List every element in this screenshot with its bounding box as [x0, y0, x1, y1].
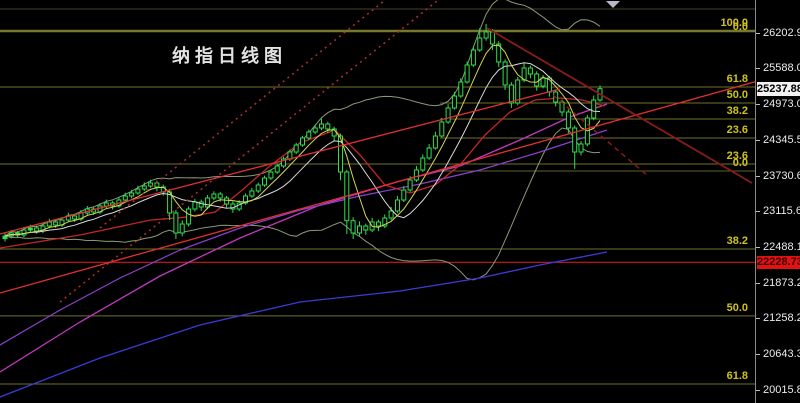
price-axis-label: 25588.00: [763, 62, 800, 74]
sma5-line: [4, 44, 601, 237]
falling-maroon-dashed-line: [552, 94, 649, 177]
candlestick-series: [2, 24, 603, 242]
upper-band-line: [4, 0, 601, 237]
axis-tick: [756, 104, 760, 105]
axis-tick: [756, 176, 760, 177]
axis-tick: [756, 283, 760, 284]
axis-tick: [756, 140, 760, 141]
price-axis-label: 21873.20: [763, 277, 800, 289]
price-axis-label: 21258.25: [763, 312, 800, 324]
price-axis-label: 26202.95: [763, 27, 800, 39]
sma10-line: [4, 62, 601, 237]
axis-tick: [756, 33, 760, 34]
fib-percentage-label: 0.0: [732, 157, 748, 170]
price-axis-label: 22488.15: [763, 241, 800, 253]
price-axis-label: 23730.60: [763, 170, 800, 182]
fib-percentage-label: 50.0: [726, 301, 748, 314]
fib-percentage-label: 38.2: [726, 105, 748, 118]
fib-percentage-label: 38.2: [726, 234, 748, 247]
fib-percentage-label: 23.6: [726, 150, 748, 163]
ma-violet-line: [0, 129, 608, 346]
falling-maroon-resistance-line: [486, 27, 753, 184]
scroll-position-marker-icon: [606, 1, 620, 8]
rising-dotted-channel-upper-line: [99, 0, 385, 229]
price-axis-label: 20643.30: [763, 348, 800, 360]
fib-percentage-label: 61.8: [726, 73, 748, 85]
rising-red-support-short-line: [0, 88, 561, 235]
alert-price-box: 22228.73: [757, 256, 800, 270]
lower-band-line: [4, 127, 601, 281]
axis-tick: [756, 68, 760, 69]
price-axis-label: 24345.55: [763, 134, 800, 146]
ma-blue-line: [0, 251, 608, 398]
price-axis-label: 24973.05: [763, 98, 800, 110]
axis-tick: [756, 211, 760, 212]
current-price-box: 25237.88: [757, 81, 800, 96]
axis-tick: [756, 318, 760, 319]
axis-tick: [756, 247, 760, 248]
fib-percentage-label: 50.0: [726, 88, 748, 101]
axis-tick: [756, 354, 760, 355]
ma-red-line: [0, 97, 606, 249]
rising-dotted-channel-lower-line: [59, 0, 438, 303]
fib-percentage-label: 100.0: [720, 16, 748, 29]
axis-tick: [756, 390, 760, 391]
rising-red-support-long-line: [0, 71, 791, 294]
price-axis-label: 23115.65: [763, 205, 800, 217]
price-axis[interactable]: 26202.95 25588.00 24973.05 24345.55 23730.60…: [755, 0, 800, 403]
fib-percentage-label: 61.8: [726, 370, 748, 382]
price-axis-label: 20015.80: [763, 384, 800, 396]
ma-magenta-line: [0, 103, 608, 373]
chart-title: 纳指日线图: [172, 46, 287, 67]
fib-percentage-label: 0.0: [732, 20, 748, 33]
fib-percentage-label: 23.6: [726, 124, 748, 137]
